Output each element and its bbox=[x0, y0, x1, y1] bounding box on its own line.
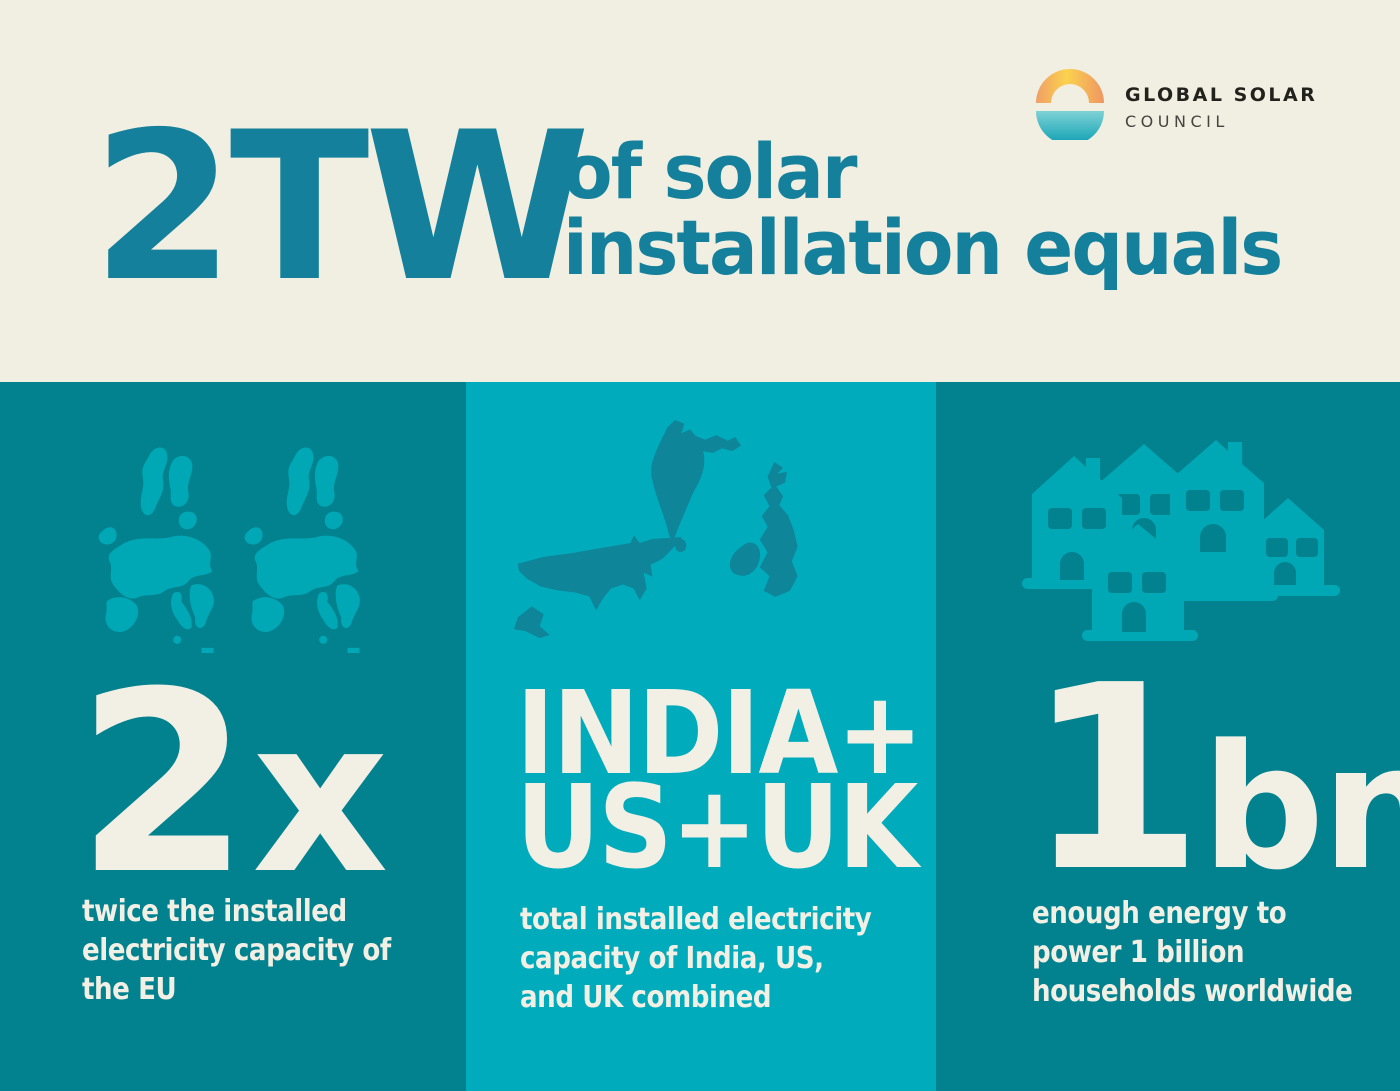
eu-caption-line3: the EU bbox=[82, 972, 177, 1007]
eu-map-icon bbox=[98, 447, 214, 653]
india-us-uk-stat-line1: INDIA+ bbox=[516, 667, 923, 801]
eu-caption: twice the installed electricity capacity… bbox=[82, 892, 391, 1009]
uk-ireland-map-icon bbox=[729, 461, 798, 597]
logo-subname: COUNCIL bbox=[1125, 112, 1229, 131]
stat-panels: 2x twice the installed electricity capac… bbox=[0, 382, 1400, 1091]
headline-subtitle-line2: installation equals bbox=[563, 203, 1283, 292]
households-caption-line1: enough energy to bbox=[1032, 896, 1287, 931]
india-us-uk-stat-line2: US+UK bbox=[516, 761, 918, 896]
headline-subtitle: of solar installation equals bbox=[563, 127, 1283, 292]
panel-eu: 2x twice the installed electricity capac… bbox=[0, 382, 466, 1091]
households-caption: enough energy to power 1 billion househo… bbox=[1032, 894, 1353, 1011]
logo-text: GLOBAL SOLAR COUNCIL bbox=[1125, 84, 1317, 131]
households-caption-line3: households worldwide bbox=[1032, 974, 1353, 1009]
households-stat: 1bn bbox=[1026, 652, 1400, 907]
eu-stat-value: 2 bbox=[76, 638, 250, 929]
households-stat-value: 1 bbox=[1026, 631, 1203, 928]
hero-section: GLOBAL SOLAR COUNCIL 2TW of solar instal… bbox=[0, 0, 1400, 382]
eu-caption-line2: electricity capacity of bbox=[82, 933, 391, 968]
households-caption-line2: power 1 billion bbox=[1032, 935, 1245, 970]
india-us-uk-caption-line1: total installed electricity bbox=[520, 902, 872, 937]
sun-horizon-icon bbox=[1036, 69, 1104, 140]
headline-stat: 2TW bbox=[92, 89, 591, 327]
households-stat-suffix: bn bbox=[1201, 707, 1400, 908]
panel-households: 1bn enough energy to power 1 billion hou… bbox=[936, 382, 1400, 1091]
india-us-uk-stat: INDIA+ US+UK bbox=[516, 667, 923, 896]
headline-subtitle-line1: of solar bbox=[563, 127, 858, 216]
eu-stat-suffix: x bbox=[251, 673, 389, 920]
eu-stat: 2x bbox=[76, 659, 389, 909]
eu-map-icon bbox=[244, 447, 360, 653]
india-us-uk-caption-line3: and UK combined bbox=[520, 980, 772, 1015]
global-solar-council-logo: GLOBAL SOLAR COUNCIL bbox=[1035, 66, 1315, 140]
eu-caption-line1: twice the installed bbox=[82, 894, 347, 929]
logo-name: GLOBAL SOLAR bbox=[1125, 84, 1318, 106]
india-map-icon bbox=[651, 420, 741, 552]
india-us-uk-caption-line2: capacity of India, US, bbox=[520, 941, 824, 976]
panel-india-us-uk: INDIA+ US+UK total installed electricity… bbox=[466, 382, 936, 1091]
households-icon bbox=[1022, 440, 1340, 641]
india-us-uk-caption: total installed electricity capacity of … bbox=[520, 900, 872, 1017]
us-map-icon bbox=[513, 535, 683, 638]
